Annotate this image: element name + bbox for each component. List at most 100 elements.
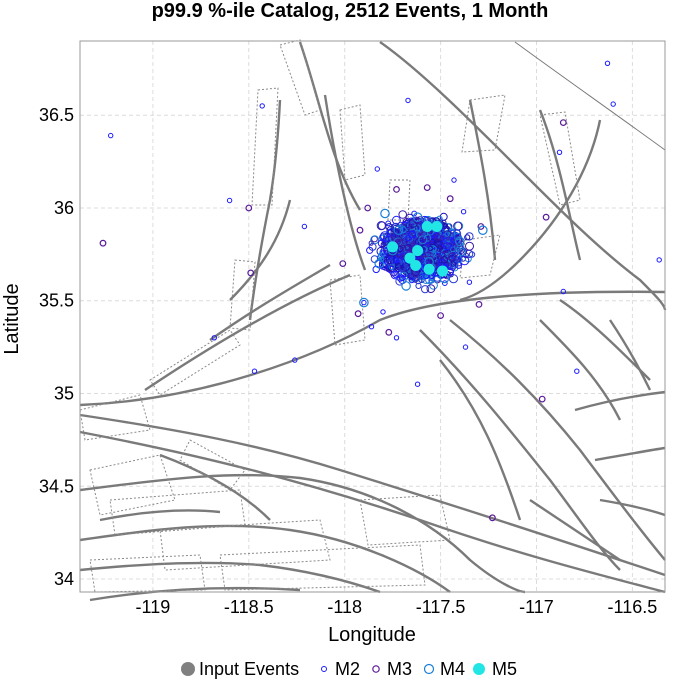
cluster-event-marker — [398, 262, 408, 272]
y-tick-label: 35.5 — [39, 291, 74, 311]
fault-line — [514, 41, 666, 151]
event-marker-m2 — [393, 335, 400, 341]
cluster-event-marker — [455, 246, 461, 252]
event-marker-m4 — [412, 212, 423, 222]
cluster-event-marker — [414, 276, 423, 285]
legend-marker-m3 — [372, 665, 380, 673]
fault-line — [144, 273, 351, 391]
fault-zone — [539, 111, 581, 206]
fault-line — [449, 319, 666, 561]
plot-frame — [79, 40, 666, 593]
event-marker-m4 — [477, 225, 488, 235]
event-marker-m3 — [559, 119, 567, 126]
event-marker-m2 — [380, 309, 386, 315]
cluster-event-marker — [417, 234, 427, 244]
event-marker-m4 — [380, 208, 390, 219]
y-tick-label: 36.5 — [39, 105, 74, 125]
cluster-event-marker — [437, 244, 443, 250]
event-marker-m2 — [368, 324, 375, 330]
legend-label-m2: M2 — [335, 659, 360, 679]
cluster-event-marker — [421, 285, 430, 294]
fault-zone — [279, 39, 321, 116]
cluster-event-marker — [382, 235, 390, 242]
fault-line — [79, 290, 666, 407]
event-marker-m3 — [393, 185, 400, 193]
cluster-event-marker — [386, 259, 394, 267]
cluster-event-marker — [380, 231, 390, 241]
event-marker-m2 — [604, 60, 611, 66]
event-marker-m4 — [374, 258, 384, 269]
event-marker-m2 — [610, 101, 616, 107]
event-marker-m2 — [451, 177, 457, 183]
fault-zone — [339, 104, 366, 181]
fault-line — [439, 359, 522, 521]
event-marker-m2 — [292, 357, 298, 363]
cluster-event-marker — [450, 261, 457, 267]
fault-line — [79, 473, 526, 594]
x-tick-label: -118.5 — [224, 597, 274, 617]
event-marker-m5 — [387, 241, 399, 253]
fault-line — [99, 509, 221, 522]
event-marker-m5 — [410, 260, 422, 271]
event-marker-m3 — [446, 195, 454, 203]
cluster-event-marker — [438, 251, 446, 259]
event-marker-m2 — [251, 368, 258, 374]
event-marker-m2 — [414, 381, 421, 387]
cluster-event-marker — [408, 277, 415, 284]
cluster-event-marker — [465, 241, 474, 251]
event-marker-m2 — [226, 197, 233, 204]
event-marker-m3 — [356, 226, 364, 234]
fault-line — [609, 319, 652, 391]
x-tick-label: -119 — [136, 597, 171, 617]
cluster-event-marker — [448, 252, 457, 261]
fault-line — [209, 263, 331, 341]
event-marker-m3 — [245, 204, 253, 212]
cluster-event-marker — [404, 244, 411, 252]
fault-line — [574, 390, 666, 412]
fault-zone-hatching — [79, 39, 581, 593]
y-tick-label: 34 — [54, 569, 74, 589]
event-marker-m3 — [423, 184, 431, 192]
cluster-event-marker — [446, 242, 454, 250]
event-marker-m3 — [489, 514, 496, 522]
fault-zone — [251, 87, 279, 206]
cluster-event-marker — [428, 245, 434, 252]
cluster-event-marker — [396, 227, 404, 236]
cluster-event-marker — [401, 262, 410, 272]
fault-traces — [79, 41, 667, 602]
cluster-event-marker — [457, 247, 467, 257]
cluster-event-marker — [444, 231, 450, 237]
event-marker-m5 — [404, 252, 416, 264]
cluster-event-marker — [448, 274, 459, 284]
fault-zone — [149, 329, 241, 396]
legend-marker-m5 — [473, 663, 485, 675]
fault-zone — [359, 494, 451, 546]
cluster-event-marker — [398, 210, 408, 219]
event-marker-m2 — [460, 209, 467, 215]
event-marker-m3 — [354, 310, 362, 318]
fault-zone — [219, 544, 426, 591]
fault-line — [379, 41, 667, 311]
event-marker-m5 — [437, 265, 448, 277]
y-axis-ticks: 34 34.5 35 35.5 36 36.5 — [39, 105, 74, 589]
event-marker-m2 — [374, 166, 380, 172]
cluster-event-marker — [408, 230, 416, 239]
legend-label-m5: M5 — [492, 659, 517, 679]
cluster-event-marker — [376, 221, 386, 231]
fault-line — [248, 99, 282, 321]
cluster-event-marker — [392, 270, 400, 279]
y-axis-label: Latitude — [1, 283, 23, 354]
event-marker-m2 — [466, 279, 473, 285]
plot-area — [79, 39, 667, 602]
cluster-event-marker — [397, 245, 404, 252]
event-marker-m3 — [364, 204, 372, 212]
x-axis-ticks: -119 -118.5 -118 -117.5 -117 -116.5 — [136, 597, 658, 617]
y-tick-label: 34.5 — [39, 476, 74, 496]
cluster-event-marker — [465, 232, 474, 241]
cluster-event-marker — [407, 221, 416, 231]
fault-line — [79, 430, 666, 594]
legend-label-m3: M3 — [387, 659, 412, 679]
cluster-event-marker — [424, 234, 432, 242]
x-tick-label: -117 — [519, 597, 554, 617]
event-marker-m2 — [556, 149, 563, 156]
